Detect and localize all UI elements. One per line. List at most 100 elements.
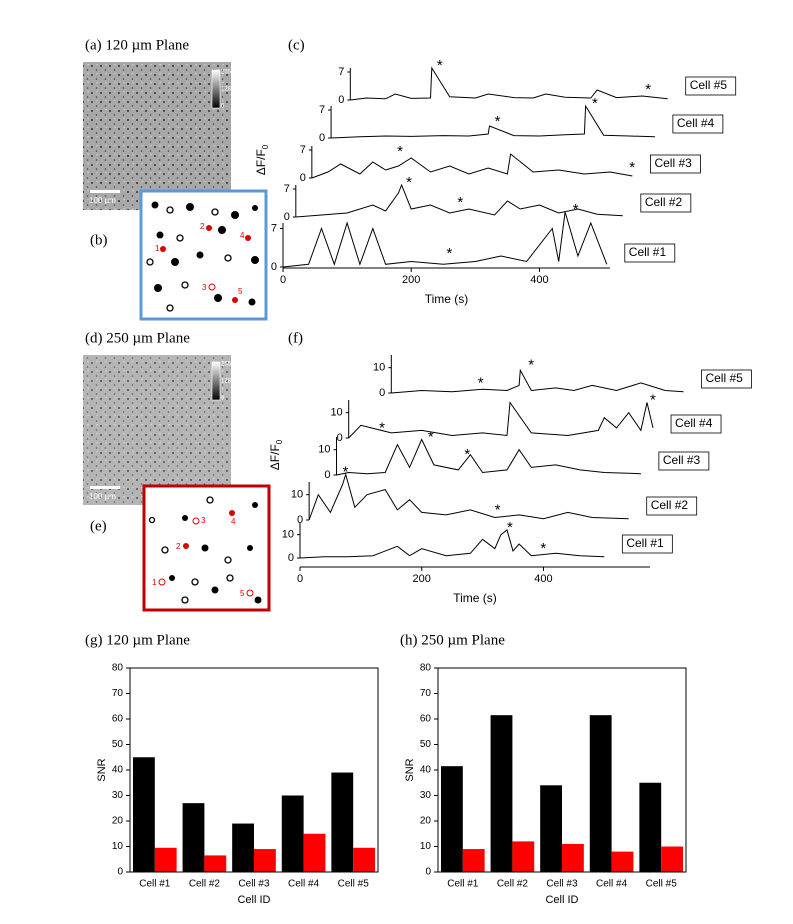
bar	[281, 795, 304, 872]
trace	[391, 368, 684, 394]
trace	[350, 66, 668, 101]
cell-shape	[226, 574, 234, 582]
y-tick-label: 0	[271, 261, 277, 273]
microscopy-image	[83, 355, 231, 505]
cell-id: 3	[201, 516, 206, 525]
y-tick-label: 10	[291, 489, 303, 501]
legend-label: Cell #2	[645, 195, 683, 209]
legend-label: Cell #5	[690, 78, 728, 92]
y-tick-label: 0	[297, 514, 303, 526]
bar	[303, 833, 326, 872]
peak-marker: *	[457, 194, 463, 211]
x-axis-label: Time (s)	[425, 292, 469, 306]
y-tick-label: 7	[338, 66, 344, 78]
chart-title: (c)	[288, 37, 305, 53]
legend-box	[658, 451, 710, 471]
x-tick-label: Cell #5	[338, 879, 370, 890]
y-tick-label: 10	[318, 444, 330, 456]
peak-marker: *	[573, 201, 579, 218]
trace	[282, 211, 608, 268]
cell-shape	[224, 556, 232, 564]
cell-shape	[156, 231, 164, 239]
legend-label: Cell #3	[663, 453, 701, 467]
legend-box	[701, 369, 752, 389]
peak-marker: *	[592, 95, 598, 112]
y-tick-label: 0	[379, 387, 385, 399]
cell-id: 4	[231, 517, 236, 526]
bar	[353, 847, 376, 872]
x-tick-label: 200	[402, 274, 420, 286]
y-axis-label-main: ΔF/F	[254, 149, 268, 175]
legend-box	[646, 496, 698, 516]
trace	[336, 438, 641, 476]
legend-label: Cell #4	[677, 116, 715, 130]
y-tick-label: 0	[324, 469, 330, 481]
y-tick-label: 40	[420, 765, 432, 776]
legend-box	[640, 193, 692, 213]
bar	[232, 823, 254, 872]
y-tick-label: 0	[117, 867, 123, 878]
cell-shape	[146, 258, 154, 266]
y-tick-label: 60	[420, 714, 432, 725]
legend-box	[672, 114, 724, 134]
cell-shape	[201, 544, 209, 552]
y-tick-label: 10	[420, 841, 432, 852]
bar	[562, 843, 584, 872]
peak-marker: *	[437, 57, 443, 74]
cell-marker	[208, 283, 216, 291]
y-tick-label: 80	[420, 663, 432, 674]
cell-shape	[214, 294, 222, 302]
x-tick-label: Cell #3	[238, 879, 270, 890]
cell-id: 5	[240, 589, 245, 598]
y-tick-label: 30	[112, 790, 124, 801]
x-axis-label: Time (s)	[453, 591, 497, 605]
legend-label: Cell #4	[675, 416, 713, 430]
bar	[611, 851, 634, 872]
plot-frame	[129, 667, 379, 873]
panel-label: (e)	[90, 518, 107, 534]
cell-shape	[176, 234, 184, 242]
cell-shape	[248, 298, 256, 306]
cell-shape	[224, 254, 232, 262]
y-tick-label: 50	[420, 739, 432, 750]
y-tick-label: 0	[284, 211, 290, 223]
x-tick-label: 0	[280, 274, 286, 286]
plot-frame	[437, 667, 687, 873]
y-tick-label: 0	[288, 552, 294, 564]
bar	[440, 766, 463, 872]
x-tick-label: Cell #1	[447, 879, 479, 890]
y-tick-label: 7	[300, 144, 306, 156]
chart-title: (g) 120 µm Plane	[85, 632, 190, 648]
bar	[589, 715, 612, 872]
scale-bar-label: 100 µm	[89, 492, 116, 501]
colorbar-label: 255	[221, 362, 232, 368]
cell-shape	[191, 578, 199, 586]
trace	[299, 529, 605, 559]
y-tick-label: 80	[112, 663, 124, 674]
cell-shape	[206, 496, 214, 504]
bar	[204, 855, 227, 872]
bar	[254, 849, 276, 872]
y-axis-label: SNR	[404, 758, 416, 781]
cell-shape	[166, 304, 174, 312]
colorbar-label: 255	[221, 70, 232, 76]
x-tick-label: 200	[413, 573, 431, 585]
trace	[311, 153, 633, 179]
y-tick-label: 20	[112, 816, 124, 827]
panel-label: (d) 250 µm Plane	[85, 330, 190, 346]
y-axis-label-main: ΔF/F	[268, 444, 282, 470]
chart-title: (h) 250 µm Plane	[400, 632, 505, 648]
cell-shape	[252, 502, 258, 508]
y-tick-label: 40	[112, 765, 124, 776]
cell-shape	[169, 575, 175, 581]
y-tick-label: 10	[282, 529, 294, 541]
x-tick-label: Cell #1	[139, 879, 171, 890]
bar	[639, 782, 662, 872]
colorbar-label: 128	[221, 87, 232, 93]
cell-shape	[252, 205, 258, 211]
trace	[348, 401, 654, 439]
colorbar-label: 0	[221, 104, 225, 110]
bar	[661, 846, 684, 872]
peak-marker: *	[629, 159, 635, 176]
y-tick-label: 10	[112, 841, 124, 852]
